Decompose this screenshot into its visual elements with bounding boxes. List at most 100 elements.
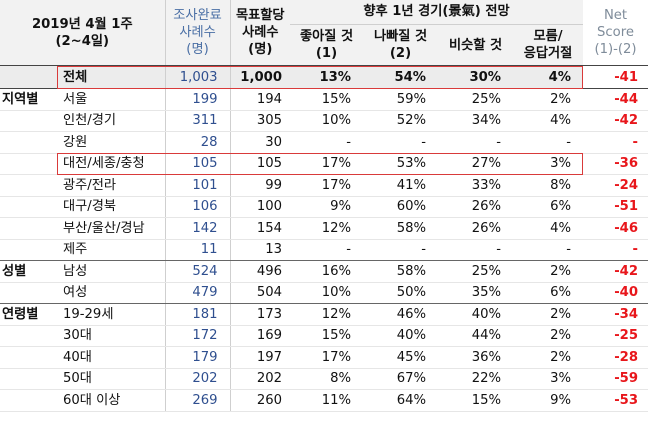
cell-resp: 181 [164, 303, 231, 326]
cell-target: 105 [230, 153, 291, 175]
cell-target: 504 [230, 282, 291, 304]
cell-group [0, 174, 55, 197]
header-respondents-line3: (명) [186, 42, 209, 57]
cell-group [0, 153, 55, 175]
cell-resp: 202 [164, 368, 231, 390]
cell-good: 17% [290, 346, 364, 369]
header-net: Net Score (1)-(2) [583, 0, 648, 66]
cell-resp: 524 [164, 260, 231, 283]
cell-dk: - [513, 239, 584, 261]
cell-resp: 105 [164, 153, 231, 175]
cell-bad: 54% [363, 65, 439, 89]
table-row: 제주 11 13- - - - - [0, 239, 648, 261]
header-outlook-title: 향후 1년 경기(景氣) 전망 [290, 0, 584, 25]
cell-target: 305 [230, 110, 291, 132]
cell-bad: 58% [363, 217, 439, 240]
cell-same: 35% [438, 282, 514, 304]
cell-dk: 6% [513, 196, 584, 218]
cell-same: 15% [438, 389, 514, 412]
cell-bad: 60% [363, 196, 439, 218]
cell-resp: 106 [164, 196, 231, 218]
cell-group [0, 131, 55, 154]
header-row: 2019년 4월 1주 (2~4일) 조사완료 사례수 (명) 목표할당 사례수… [0, 0, 648, 66]
cell-dk: 6% [513, 282, 584, 304]
cell-bad: 52% [363, 110, 439, 132]
cell-target: 169 [230, 325, 291, 347]
header-dk-line2: 응답거절 [523, 46, 573, 61]
cell-good: - [290, 239, 364, 261]
cell-net: -25 [583, 325, 648, 347]
table-row: 부산/울산/경남 142 154 12% 58% 26% 4% -46 [0, 217, 648, 240]
table-row: 강원 28 30- - - - - [0, 131, 648, 154]
header-net-line1: Net [603, 8, 628, 23]
cell-resp: 269 [164, 389, 231, 412]
header-dk-line1: 모름/ [533, 29, 563, 44]
cell-resp: 28 [164, 131, 231, 154]
cell-good: 13% [290, 65, 364, 89]
cell-resp: 311 [164, 110, 231, 132]
cell-same: - [438, 239, 514, 261]
cell-resp: 1,003 [164, 65, 231, 89]
cell-target: 197 [230, 346, 291, 369]
cell-target: 1,000 [230, 65, 291, 89]
header-good-line1: 좋아질 것 [299, 29, 354, 44]
cell-dk: 2% [513, 325, 584, 347]
table-row: 지역별 서울 199 194 15% 59% 25% 2% -44 [0, 88, 648, 111]
cell-same: 27% [438, 153, 514, 175]
cell-target: 99 [230, 174, 291, 197]
cell-dk: 2% [513, 88, 584, 111]
header-bad: 나빠질 것 (2) [363, 25, 438, 65]
cell-same: 36% [438, 346, 514, 369]
cell-good: 10% [290, 282, 364, 304]
cell-label: 대전/세종/충청 [55, 153, 166, 175]
cell-label: 광주/전라 [55, 174, 166, 197]
cell-same: 30% [438, 65, 514, 89]
cell-dk: 4% [513, 217, 584, 240]
cell-net: -28 [583, 346, 648, 369]
header-target-line3: (명) [248, 42, 273, 57]
cell-group [0, 282, 55, 304]
cell-group [0, 325, 55, 347]
cell-group [0, 368, 55, 390]
cell-good: 12% [290, 303, 364, 326]
cell-net: -41 [583, 65, 648, 89]
cell-good: 16% [290, 260, 364, 283]
cell-target: 13 [230, 239, 291, 261]
cell-good: 15% [290, 325, 364, 347]
header-good-line2: (1) [315, 46, 338, 61]
cell-bad: 50% [363, 282, 439, 304]
cell-group [0, 346, 55, 369]
cell-label: 60대 이상 [55, 389, 166, 412]
cell-same: 25% [438, 260, 514, 283]
cell-resp: 172 [164, 325, 231, 347]
table-row: 50대 202 202 8% 67% 22% 3% -59 [0, 368, 648, 390]
header-target: 목표할당 사례수 (명) [230, 0, 291, 66]
header-respondents: 조사완료 사례수 (명) [164, 0, 231, 66]
cell-same: 34% [438, 110, 514, 132]
cell-dk: - [513, 131, 584, 154]
cell-same: 26% [438, 196, 514, 218]
cell-good: - [290, 131, 364, 154]
cell-label: 서울 [55, 88, 166, 111]
cell-same: - [438, 131, 514, 154]
cell-net: -42 [583, 110, 648, 132]
cell-good: 15% [290, 88, 364, 111]
cell-label: 전체 [55, 65, 166, 89]
cell-resp: 479 [164, 282, 231, 304]
cell-net: -34 [583, 303, 648, 326]
cell-dk: 2% [513, 346, 584, 369]
header-outlook-group: 향후 1년 경기(景氣) 전망 좋아질 것 (1) 나빠질 것 (2) 비슷할 … [290, 0, 584, 66]
cell-net: -51 [583, 196, 648, 218]
table-row: 광주/전라 101 99 17% 41% 33% 8% -24 [0, 174, 648, 197]
table-row: 인천/경기 311 305 10% 52% 34% 4% -42 [0, 110, 648, 132]
cell-good: 12% [290, 217, 364, 240]
cell-bad: 67% [363, 368, 439, 390]
cell-bad: - [363, 239, 439, 261]
cell-resp: 199 [164, 88, 231, 111]
cell-target: 202 [230, 368, 291, 390]
total-row: 전체 1,003 1,000 13% 54% 30% 4% -41 [0, 65, 648, 89]
cell-resp: 142 [164, 217, 231, 240]
cell-good: 11% [290, 389, 364, 412]
cell-group [0, 65, 55, 89]
cell-target: 154 [230, 217, 291, 240]
